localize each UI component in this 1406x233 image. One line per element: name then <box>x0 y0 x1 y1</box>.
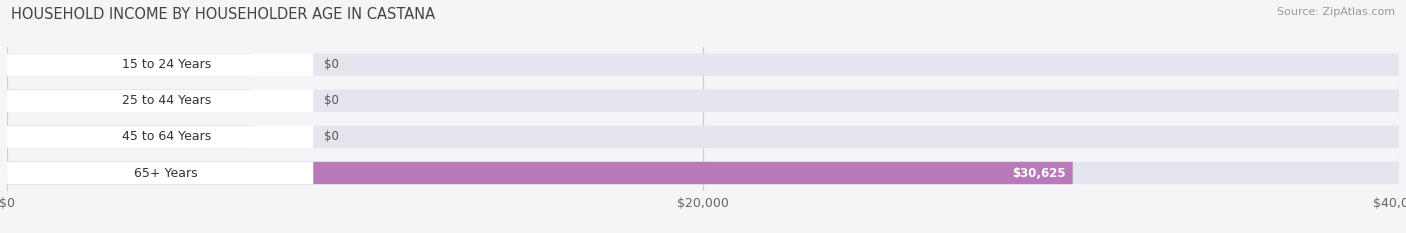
Text: Source: ZipAtlas.com: Source: ZipAtlas.com <box>1277 7 1395 17</box>
FancyBboxPatch shape <box>7 126 1399 148</box>
FancyBboxPatch shape <box>7 89 314 112</box>
FancyBboxPatch shape <box>7 126 314 148</box>
FancyBboxPatch shape <box>7 89 1399 112</box>
FancyBboxPatch shape <box>7 126 252 148</box>
FancyBboxPatch shape <box>7 53 1399 76</box>
Text: HOUSEHOLD INCOME BY HOUSEHOLDER AGE IN CASTANA: HOUSEHOLD INCOME BY HOUSEHOLDER AGE IN C… <box>11 7 436 22</box>
FancyBboxPatch shape <box>7 53 252 76</box>
Text: 25 to 44 Years: 25 to 44 Years <box>122 94 211 107</box>
FancyBboxPatch shape <box>7 53 314 76</box>
Text: $0: $0 <box>325 58 339 71</box>
Text: $0: $0 <box>325 130 339 143</box>
FancyBboxPatch shape <box>7 162 1073 184</box>
Text: 45 to 64 Years: 45 to 64 Years <box>122 130 211 143</box>
Text: $30,625: $30,625 <box>1012 167 1066 179</box>
FancyBboxPatch shape <box>7 162 314 184</box>
Text: 15 to 24 Years: 15 to 24 Years <box>122 58 211 71</box>
FancyBboxPatch shape <box>7 162 1399 184</box>
Text: $0: $0 <box>325 94 339 107</box>
FancyBboxPatch shape <box>7 89 252 112</box>
Text: 65+ Years: 65+ Years <box>135 167 198 179</box>
